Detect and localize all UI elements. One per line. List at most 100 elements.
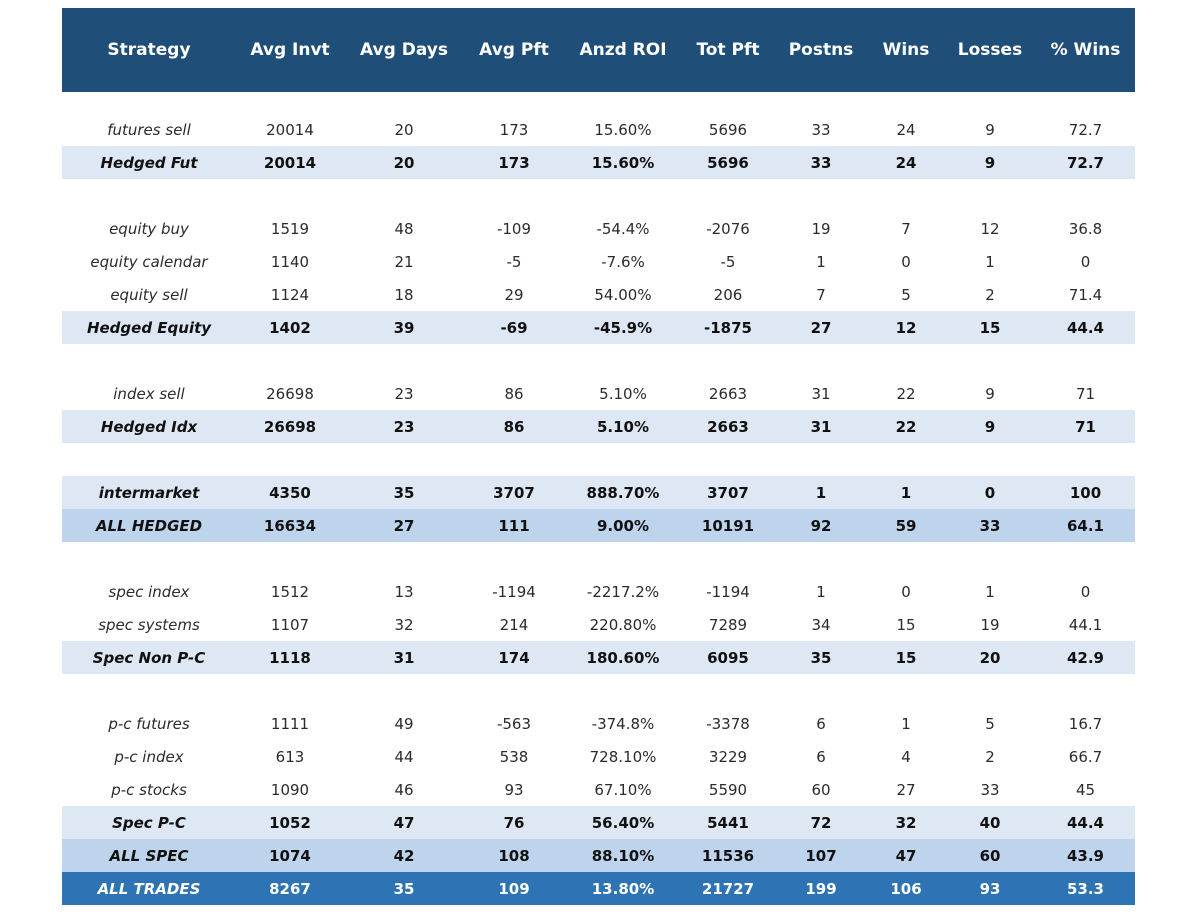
table-cell: 538 [499, 747, 529, 766]
table-cell: 214 [499, 615, 529, 634]
table-cell: 2663 [708, 384, 748, 403]
table-cell: 12 [980, 219, 1000, 238]
table-cell: 5441 [707, 813, 749, 832]
table-cell: 1 [900, 483, 912, 502]
table-cell: 42.9 [1066, 648, 1104, 667]
strategy-name-cell: equity buy [109, 219, 189, 238]
column-header: Avg Invt [250, 40, 330, 60]
table-cell: 100 [1069, 483, 1102, 502]
table-cell: 27 [810, 318, 832, 337]
table-cell: 15 [979, 318, 1001, 337]
table-cell: 206 [713, 285, 743, 304]
table-cell: 2 [985, 285, 995, 304]
strategy-name-cell: Hedged Equity [86, 318, 212, 337]
table-cell: 1 [815, 483, 827, 502]
table-cell: 36.8 [1068, 219, 1103, 238]
table-cell: 71.4 [1068, 285, 1103, 304]
table-cell: 1118 [269, 648, 311, 667]
table-cell: 5.10% [596, 417, 650, 436]
spacer-row [62, 443, 1135, 476]
table-cell: 60 [979, 846, 1001, 865]
table-cell: 22 [895, 417, 917, 436]
table-row: spec index 1512 13 -1194 -2217.2% -1194 1 0 1 0 [62, 575, 1135, 608]
table-cell: 15.60% [591, 153, 655, 172]
column-header: Wins [882, 40, 930, 60]
table-cell: 71 [1075, 384, 1096, 403]
table-cell: 24 [895, 153, 917, 172]
table-cell: 0 [901, 582, 911, 601]
table-body: futures sell 20014 20 173 15.60% 5696 33 24 9 72.… [62, 92, 1135, 905]
table-cell: 35 [393, 483, 415, 502]
table-cell: 5 [901, 285, 911, 304]
table-cell: 86 [504, 384, 524, 403]
table-cell: 93 [979, 879, 1001, 898]
table-cell: -5 [506, 252, 522, 271]
table-cell: 64.1 [1066, 516, 1104, 535]
table-cell: 6 [816, 714, 826, 733]
strategy-name-cell: Spec P-C [112, 813, 186, 832]
table-cell: 1052 [269, 813, 311, 832]
table-cell: 56.40% [591, 813, 655, 832]
column-header: % Wins [1050, 40, 1121, 60]
table-cell: 33 [811, 120, 831, 139]
table-cell: 9.00% [596, 516, 650, 535]
subtotal-row: Hedged Idx 26698 23 86 5.10% 2663 31 22 9 71 [62, 410, 1135, 443]
table-row: equity sell 1124 18 29 54.00% 206 7 5 2 71.4 [62, 278, 1135, 311]
table-cell: 21727 [701, 879, 755, 898]
strategy-name-cell: intermarket [98, 483, 200, 502]
table-cell: 1 [816, 582, 826, 601]
spacer-row [62, 179, 1135, 212]
table-cell: 9 [984, 417, 996, 436]
strategy-name-cell: p-c index [114, 747, 184, 766]
spacer-row [62, 542, 1135, 575]
table-row: p-c stocks 1090 46 93 67.10% 5590 60 27 33 45 [62, 773, 1135, 806]
table-cell: 47 [895, 846, 917, 865]
table-cell: -563 [496, 714, 532, 733]
table-cell: 1111 [270, 714, 310, 733]
table-cell: 86 [503, 417, 525, 436]
table-cell: 27 [896, 780, 916, 799]
table-cell: 47 [393, 813, 415, 832]
table-cell: 173 [498, 153, 530, 172]
column-header: Anzd ROI [579, 40, 667, 60]
table-cell: 5.10% [599, 384, 647, 403]
table-cell: 0 [984, 483, 996, 502]
table-cell: 35 [810, 648, 832, 667]
subtotal-row: Spec P-C 1052 47 76 56.40% 5441 72 32 40 44.4 [62, 806, 1135, 839]
table-cell: 3707 [707, 483, 749, 502]
table-cell: 44.4 [1066, 813, 1104, 832]
table-cell: 2 [985, 747, 995, 766]
table-cell: 19 [980, 615, 1000, 634]
table-cell: -1194 [706, 582, 750, 601]
table-cell: 66.7 [1068, 747, 1103, 766]
table-cell: -2076 [706, 219, 750, 238]
table-cell: 59 [895, 516, 917, 535]
table-cell: 613 [275, 747, 305, 766]
table-cell: 29 [504, 285, 524, 304]
table-cell: 26698 [263, 417, 317, 436]
table-row: spec systems 1107 32 214 220.80% 7289 34 15 19 44… [62, 608, 1135, 641]
table-cell: 32 [394, 615, 414, 634]
table-cell: -7.6% [601, 252, 645, 271]
table-cell: 1140 [270, 252, 310, 271]
table-cell: 5696 [708, 120, 748, 139]
table-cell: 54.00% [594, 285, 652, 304]
table-cell: 1519 [270, 219, 310, 238]
table-cell: 111 [498, 516, 530, 535]
table-row: p-c futures 1111 49 -563 -374.8% -3378 6 1 5 16.7 [62, 707, 1135, 740]
table-cell: 24 [896, 120, 916, 139]
table-cell: 34 [811, 615, 831, 634]
table-row: p-c index 613 44 538 728.10% 3229 6 4 2 66.7 [62, 740, 1135, 773]
table-cell: 15 [895, 648, 917, 667]
table-cell: 20014 [266, 120, 314, 139]
table-cell: 220.80% [589, 615, 657, 634]
spacer-row [62, 92, 1135, 113]
table-cell: 2663 [707, 417, 749, 436]
table-cell: -5 [720, 252, 736, 271]
table-cell: -109 [496, 219, 532, 238]
table-cell: 33 [979, 516, 1001, 535]
table-cell: 5590 [708, 780, 748, 799]
table-cell: 0 [901, 252, 911, 271]
table-cell: 9 [984, 153, 996, 172]
strategy-name-cell: ALL SPEC [109, 846, 189, 865]
